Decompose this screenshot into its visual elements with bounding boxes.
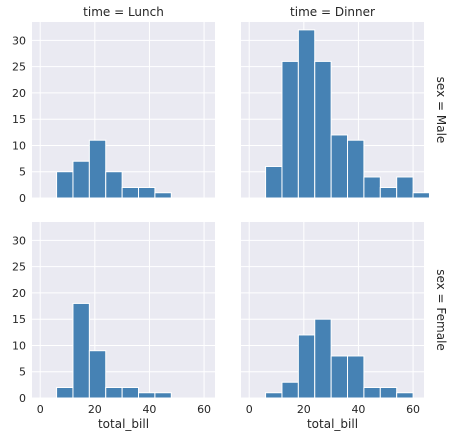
histogram-bar [379,386,398,399]
histogram-bar [314,60,332,199]
histogram-bar [265,165,283,199]
y-tick-label: 20 [12,87,26,100]
histogram-bar [281,381,299,399]
y-tick-label: 30 [12,234,26,247]
row-title: sex = Male [434,77,448,144]
histogram-bar [72,160,90,199]
histogram-bar [105,171,123,199]
x-tick-label: 60 [197,403,211,416]
y-tick-label: 20 [12,287,26,300]
x-tick-label: 40 [351,403,365,416]
histogram-bar [363,176,381,199]
histogram-bar [138,392,156,399]
panel-background-0 [32,22,215,198]
y-tick-label: 15 [12,313,26,326]
y-tick-label: 15 [12,113,26,126]
histogram-bar [88,350,107,399]
histogram-bar [88,139,107,199]
panel-title: time = Lunch [83,5,164,19]
x-axis-label: total_bill [307,417,358,431]
y-tick-label: 30 [12,34,26,47]
histogram-bar [297,29,316,199]
y-tick-label: 10 [12,139,26,152]
histogram-bar [265,392,283,399]
histogram-bar [56,171,74,199]
y-tick-label: 10 [12,339,26,352]
y-tick-label: 5 [19,366,26,379]
x-axis-label: total_bill [98,417,149,431]
y-tick-label: 0 [19,392,26,405]
y-tick-label: 25 [12,61,26,74]
histogram-bar [297,334,316,399]
x-tick-label: 60 [406,403,420,416]
histogram-bar [379,186,398,199]
histogram-bar [330,355,349,399]
histogram-bar [72,302,90,399]
histogram-bar [105,386,123,399]
histogram-bar [154,192,172,199]
histogram-bar [56,386,74,399]
x-tick-label: 40 [142,403,156,416]
histogram-bar [121,186,140,199]
histogram-bar [154,392,172,399]
histogram-bar [396,176,414,199]
histogram-bar [281,60,299,199]
histogram-bar [347,139,365,199]
x-tick-label: 20 [297,403,311,416]
histogram-bar [330,134,349,199]
histogram-bar [363,386,381,399]
x-tick-label: 0 [246,403,253,416]
histogram-bar [138,186,156,199]
x-tick-label: 20 [88,403,102,416]
x-tick-label: 0 [37,403,44,416]
histogram-bar [314,318,332,399]
histogram-bar [412,192,430,199]
y-tick-label: 0 [19,192,26,205]
histogram-bar [396,392,414,399]
y-tick-label: 25 [12,261,26,274]
y-tick-label: 5 [19,166,26,179]
panel-background-2 [32,222,215,398]
histogram-bar [347,355,365,399]
histogram-bar [121,386,140,399]
panel-title: time = Dinner [290,5,375,19]
row-title: sex = Female [434,269,448,351]
